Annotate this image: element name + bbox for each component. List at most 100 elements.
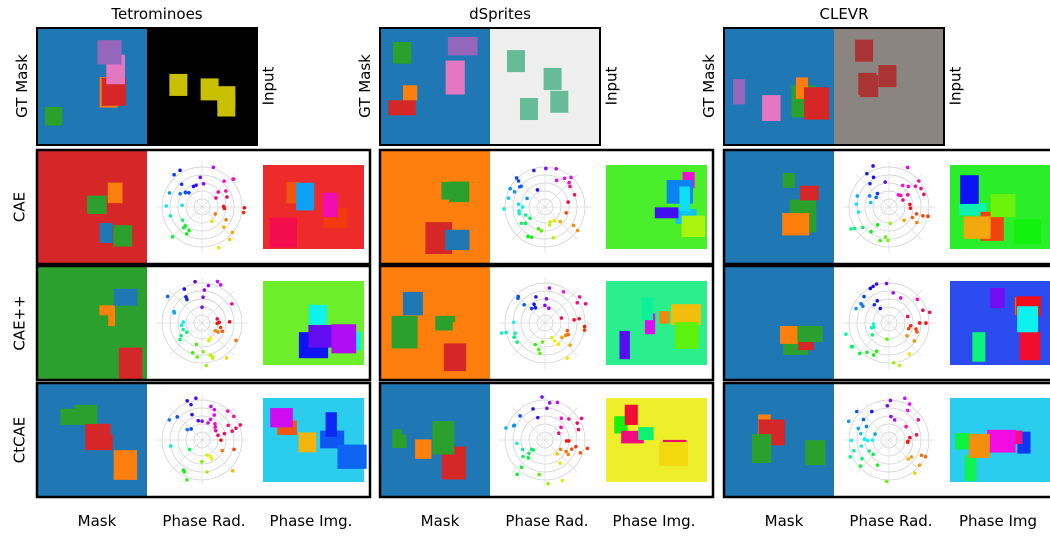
phase-point (520, 205, 525, 209)
phase-point (181, 327, 185, 332)
phase-img-blob (624, 404, 638, 425)
phase-point (862, 437, 867, 442)
phase-point (905, 314, 910, 319)
phase-img-blob (972, 332, 986, 362)
phase-point (865, 350, 869, 355)
phase-point (547, 306, 551, 310)
phase-point (538, 351, 542, 356)
phase-point (534, 295, 538, 299)
phase-point (230, 468, 235, 473)
phase-point (187, 190, 191, 195)
phase-point (547, 223, 552, 227)
phase-point (520, 447, 525, 452)
phase-point (870, 438, 875, 442)
polar-spoke (201, 407, 235, 441)
phase-point (208, 417, 213, 422)
phase-point (575, 228, 580, 233)
polar-spoke (888, 290, 922, 324)
phase-point (227, 237, 232, 242)
phase-point (891, 361, 896, 365)
phase-point (576, 427, 581, 432)
phase-point (908, 206, 913, 211)
input-object (878, 65, 897, 88)
column-label: Phase Rad. (162, 512, 245, 530)
phase-point (514, 176, 519, 180)
phase-point (232, 414, 236, 419)
phase-point (539, 229, 544, 233)
phase-point (551, 235, 556, 240)
phase-point (167, 191, 172, 195)
phase-point (226, 423, 231, 428)
mask-region (97, 40, 122, 65)
column-label: Mask (421, 512, 460, 530)
row-frame (35, 381, 372, 499)
phase-img-blob (990, 288, 1005, 309)
phase-point (536, 226, 541, 231)
polar-spoke (512, 407, 546, 441)
input-object (855, 39, 874, 62)
phase-point (565, 356, 570, 361)
phase-point (905, 193, 910, 197)
phase-img-blob (955, 433, 971, 450)
phase-point (178, 191, 182, 196)
phase-point (194, 342, 199, 347)
phase-img-blob (964, 455, 977, 482)
phase-point (577, 316, 581, 321)
phase-point (532, 302, 536, 307)
phase-point (218, 283, 223, 287)
phase-point (867, 194, 872, 198)
phase-point (499, 331, 504, 335)
phase-point (215, 321, 219, 326)
phase-point (883, 180, 888, 184)
phase-img-bg (606, 398, 707, 482)
polar-spoke (201, 206, 235, 240)
group-title: Tetrominoes (110, 5, 202, 23)
input-label: Input (260, 66, 278, 105)
phase-point (919, 453, 924, 458)
phase-point (172, 311, 177, 315)
phase-point (875, 463, 880, 467)
phase-point (915, 297, 920, 302)
phase-point (200, 419, 204, 423)
phase-point (897, 363, 902, 368)
phase-point (179, 182, 184, 187)
phase-point (512, 335, 517, 339)
phase-point (578, 451, 583, 455)
phase-point (568, 184, 572, 189)
phase-point (232, 447, 236, 452)
phase-point (543, 303, 547, 308)
phase-point (515, 441, 519, 446)
phase-point (185, 478, 189, 482)
phase-point (856, 210, 861, 214)
phase-point (571, 223, 576, 228)
phase-point (559, 416, 564, 421)
phase-point (213, 422, 217, 426)
phase-point (227, 320, 232, 324)
phase-point (178, 168, 182, 173)
phase-point (865, 171, 869, 176)
phase-point (908, 202, 912, 207)
polar-spoke (544, 322, 578, 356)
phase-point (179, 333, 183, 338)
phase-img-blob (671, 304, 702, 325)
phase-point (905, 333, 909, 338)
phase-point (927, 310, 932, 315)
phase-point (912, 339, 917, 343)
phase-point (202, 288, 207, 292)
phase-img-blob (990, 194, 1016, 218)
phase-point (885, 337, 889, 341)
phase-point (556, 431, 561, 436)
phase-point (552, 339, 557, 343)
column-label: Phase Rad. (849, 512, 932, 530)
phase-point (502, 207, 506, 211)
mask-region (782, 172, 795, 188)
phase-point (914, 212, 919, 216)
phase-point (175, 415, 180, 419)
column-label: Phase Img. (613, 512, 696, 530)
phase-point (516, 202, 521, 206)
phase-point (187, 228, 191, 233)
phase-point (872, 302, 877, 307)
phase-point (185, 330, 189, 334)
phase-point (564, 449, 568, 454)
phase-point (566, 200, 571, 204)
